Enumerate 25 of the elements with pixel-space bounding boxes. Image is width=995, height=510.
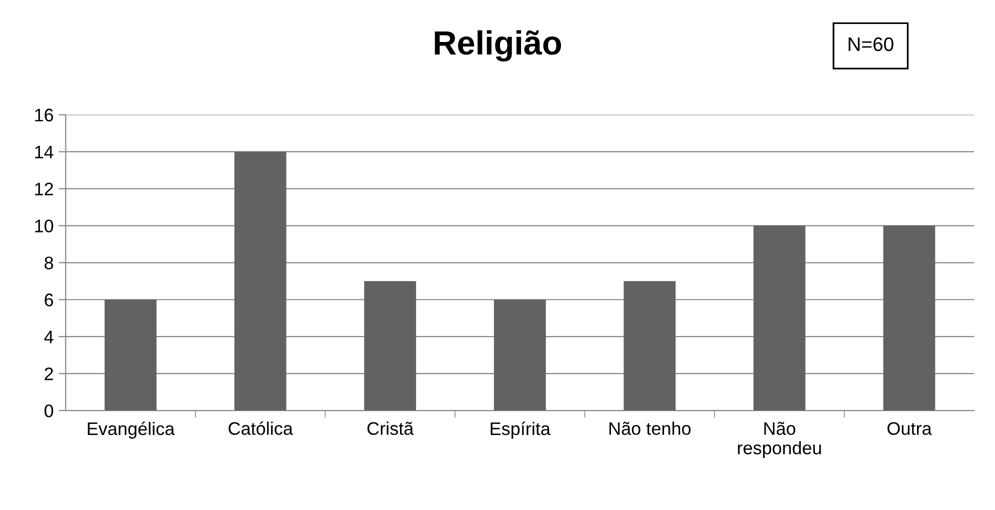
y-tick-label: 16 [35,108,54,122]
chart-title: Religião [434,30,562,62]
y-tick-label: 0 [44,404,54,418]
bar [234,152,286,411]
y-tick-label: 12 [35,182,53,196]
y-tick-label: 10 [35,220,54,232]
y-tick-label: 2 [44,368,53,380]
y-tick-label: 6 [44,294,54,306]
x-tick-label: Não tenho [609,422,691,435]
bar [624,281,676,411]
x-tick-label: Evangélica [88,422,175,439]
x-tick-label: Cristã [367,422,414,435]
text: N=60 [848,37,894,52]
bar [753,226,806,411]
bar [883,226,936,411]
y-tick-label: 8 [44,256,54,270]
bar [364,281,416,411]
bar [494,300,546,411]
y-tick-label: 14 [35,146,54,158]
x-tick-label: Outra [887,422,932,435]
x-tick-label: Não respondeu [738,422,821,458]
y-tick-label: 4 [44,330,54,344]
x-tick-label: Católica [228,421,293,435]
x-tick-label: Espírita [490,422,550,439]
bar [104,300,157,411]
